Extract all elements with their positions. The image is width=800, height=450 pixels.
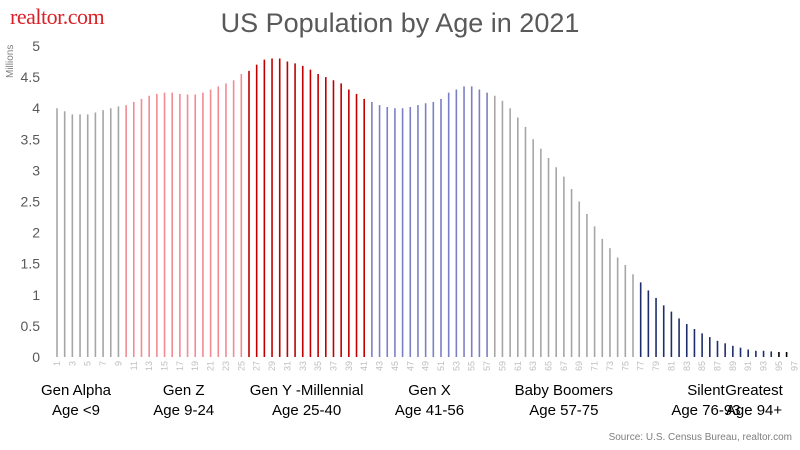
x-tick-label: 73 bbox=[605, 361, 615, 371]
x-tick-label: 65 bbox=[544, 361, 554, 371]
y-tick-labels: 0 0.5 1 1.5 2 2.5 3 3.5 4 4.5 5 bbox=[21, 38, 41, 365]
x-tick-label: 5 bbox=[83, 361, 93, 366]
generation-age-range: Age 9-24 bbox=[153, 402, 214, 419]
x-tick-label: 93 bbox=[759, 361, 769, 371]
x-tick-label: 45 bbox=[390, 361, 400, 371]
x-tick-label: 95 bbox=[774, 361, 784, 371]
generation-age-range: Age 25-40 bbox=[272, 402, 341, 419]
x-tick-label: 19 bbox=[190, 361, 200, 371]
generation-age-range: Age 76-93 bbox=[671, 402, 740, 419]
x-tick-label: 7 bbox=[98, 361, 108, 366]
x-tick-label: 77 bbox=[636, 361, 646, 371]
source-note: Source: U.S. Census Bureau, realtor.com bbox=[608, 432, 792, 443]
x-tick-label: 51 bbox=[436, 361, 446, 371]
x-tick-label: 81 bbox=[666, 361, 676, 371]
generation-age-range: Age 94+ bbox=[726, 402, 783, 419]
y-tick-label: 3.5 bbox=[21, 131, 41, 147]
y-axis-label: Millions bbox=[5, 45, 16, 78]
x-tick-labels: 1 3 5 7 9 11 13 15 17 19 21 23 25 27 29 31 33 35 37 39 41 43 4… bbox=[52, 361, 799, 371]
x-tick-label: 59 bbox=[497, 361, 507, 371]
x-tick-label: 67 bbox=[559, 361, 569, 371]
bars bbox=[56, 58, 788, 357]
y-tick-label: 4.5 bbox=[21, 69, 41, 85]
x-tick-label: 71 bbox=[590, 361, 600, 371]
y-tick-label: 2.5 bbox=[21, 194, 41, 210]
x-tick-label: 63 bbox=[528, 361, 538, 371]
generation-name: Baby Boomers bbox=[515, 382, 613, 399]
y-tick-label: 5 bbox=[32, 38, 40, 54]
generation-name: Gen Y -Millennial bbox=[250, 382, 364, 399]
x-tick-label: 39 bbox=[344, 361, 354, 371]
x-tick-label: 17 bbox=[175, 361, 185, 371]
y-axis-title: Millions bbox=[5, 45, 16, 78]
y-tick-label: 3 bbox=[32, 162, 40, 178]
x-tick-label: 37 bbox=[328, 361, 338, 371]
x-tick-label: 3 bbox=[67, 361, 77, 366]
x-tick-label: 61 bbox=[513, 361, 523, 371]
x-tick-label: 29 bbox=[267, 361, 277, 371]
x-tick-label: 23 bbox=[221, 361, 231, 371]
x-tick-label: 47 bbox=[405, 361, 415, 371]
x-tick-label: 27 bbox=[252, 361, 262, 371]
x-tick-label: 69 bbox=[574, 361, 584, 371]
x-tick-label: 97 bbox=[789, 361, 799, 371]
x-tick-label: 53 bbox=[451, 361, 461, 371]
x-tick-label: 83 bbox=[682, 361, 692, 371]
generation-name: Gen Alpha bbox=[41, 382, 112, 399]
generation-name: Gen Z bbox=[163, 382, 205, 399]
x-tick-label: 75 bbox=[620, 361, 630, 371]
x-tick-label: 91 bbox=[743, 361, 753, 371]
y-tick-label: 2 bbox=[32, 225, 40, 241]
realtor-logo: realtor.com bbox=[10, 4, 105, 29]
x-tick-label: 85 bbox=[697, 361, 707, 371]
x-tick-label: 25 bbox=[236, 361, 246, 371]
y-tick-label: 0 bbox=[32, 349, 40, 365]
x-tick-label: 33 bbox=[298, 361, 308, 371]
y-tick-label: 1 bbox=[32, 287, 40, 303]
generation-age-range: Age 57-75 bbox=[529, 402, 598, 419]
generation-name: Silent bbox=[687, 382, 725, 399]
x-tick-label: 11 bbox=[129, 361, 139, 370]
x-tick-label: 1 bbox=[52, 361, 62, 366]
generation-name: Greatest bbox=[725, 382, 783, 399]
x-tick-label: 43 bbox=[375, 361, 385, 371]
y-tick-label: 1.5 bbox=[21, 256, 41, 272]
generation-age-range: Age <9 bbox=[52, 402, 100, 419]
x-tick-label: 41 bbox=[359, 361, 369, 371]
chart-title: US Population by Age in 2021 bbox=[220, 8, 580, 38]
y-tick-label: 0.5 bbox=[21, 318, 41, 334]
x-tick-label: 31 bbox=[282, 361, 292, 371]
x-tick-label: 87 bbox=[712, 361, 722, 371]
x-tick-label: 49 bbox=[421, 361, 431, 371]
x-tick-label: 35 bbox=[313, 361, 323, 371]
x-tick-label: 9 bbox=[113, 361, 123, 366]
x-tick-label: 79 bbox=[651, 361, 661, 371]
generation-name: Gen X bbox=[408, 382, 451, 399]
y-tick-label: 4 bbox=[32, 100, 40, 116]
x-tick-label: 57 bbox=[482, 361, 492, 371]
x-tick-label: 21 bbox=[206, 361, 216, 371]
generation-age-range: Age 41-56 bbox=[395, 402, 464, 419]
x-tick-label: 55 bbox=[467, 361, 477, 371]
x-tick-label: 89 bbox=[728, 361, 738, 371]
generation-labels: Gen Alpha Age <9 Gen Z Age 9-24 Gen Y -Mille… bbox=[41, 382, 784, 419]
x-tick-label: 15 bbox=[160, 361, 170, 371]
x-tick-label: 13 bbox=[144, 361, 154, 371]
